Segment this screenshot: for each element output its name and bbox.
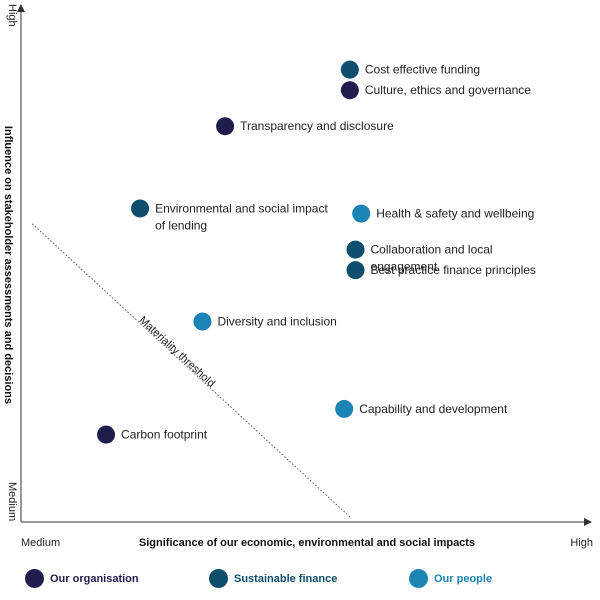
point-label-capability-and-development: Capability and development — [359, 402, 508, 416]
point-carbon-footprint — [97, 425, 116, 444]
point-transparency-and-disclosure — [216, 117, 235, 136]
legend-label-our-organisation: Our organisation — [50, 572, 139, 585]
x-tick-low: Medium — [21, 537, 60, 549]
y-tick-low: Medium — [6, 482, 18, 521]
legend-marker-our-people — [409, 569, 428, 588]
point-label-health-and-safety-and-wellbeing: Health & safety and wellbeing — [376, 207, 534, 221]
y-tick-high: High — [6, 4, 18, 27]
point-label-carbon-footprint: Carbon footprint — [121, 428, 208, 442]
point-label-collaboration-and-local-engagement: Collaboration and local engagement — [371, 243, 493, 274]
legend-item-our-organisation: Our organisation — [25, 569, 209, 588]
legend-label-sustainable-finance: Sustainable finance — [234, 572, 338, 585]
legend-item-sustainable-finance: Sustainable finance — [209, 569, 409, 588]
legend-label-our-people: Our people — [434, 572, 493, 585]
point-label-transparency-and-disclosure: Transparency and disclosure — [240, 119, 394, 133]
point-label-diversity-and-inclusion: Diversity and inclusion — [217, 315, 336, 329]
x-axis-title: Significance of our economic, environmen… — [139, 537, 475, 549]
point-cost-effective-funding — [340, 60, 359, 79]
legend-marker-sustainable-finance — [209, 569, 228, 588]
point-health-and-safety-and-wellbeing — [352, 204, 371, 223]
point-capability-and-development — [335, 399, 354, 418]
axis-text: High Medium Influence on stakeholder ass… — [2, 4, 593, 549]
point-environmental-and-social-impact-of-lending — [131, 199, 150, 218]
point-best-practice-finance-principles — [346, 261, 365, 280]
point-label-environmental-and-social-impact-of-lending: Environmental and social impact of lendin… — [155, 201, 328, 232]
materiality-threshold: Materiality threshold — [32, 223, 351, 518]
point-label-best-practice-finance-principles: Best practice finance principles — [371, 263, 536, 277]
axes — [17, 4, 592, 526]
y-axis-title: Influence on stakeholder assessments and… — [2, 126, 14, 404]
x-tick-high: High — [570, 537, 593, 549]
legend-item-our-people: Our people — [409, 569, 492, 588]
point-label-cost-effective-funding: Cost effective funding — [365, 63, 480, 77]
point-collaboration-and-local-engagement — [346, 240, 365, 259]
legend-marker-our-organisation — [25, 569, 44, 588]
point-diversity-and-inclusion — [193, 312, 212, 331]
point-culture-ethics-and-governance — [340, 81, 359, 100]
legend: Our organisation Sustainable finance Our… — [25, 569, 492, 588]
data-points: Cost effective funding Culture, ethics an… — [97, 60, 536, 444]
point-label-culture-ethics-and-governance: Culture, ethics and governance — [365, 83, 531, 97]
